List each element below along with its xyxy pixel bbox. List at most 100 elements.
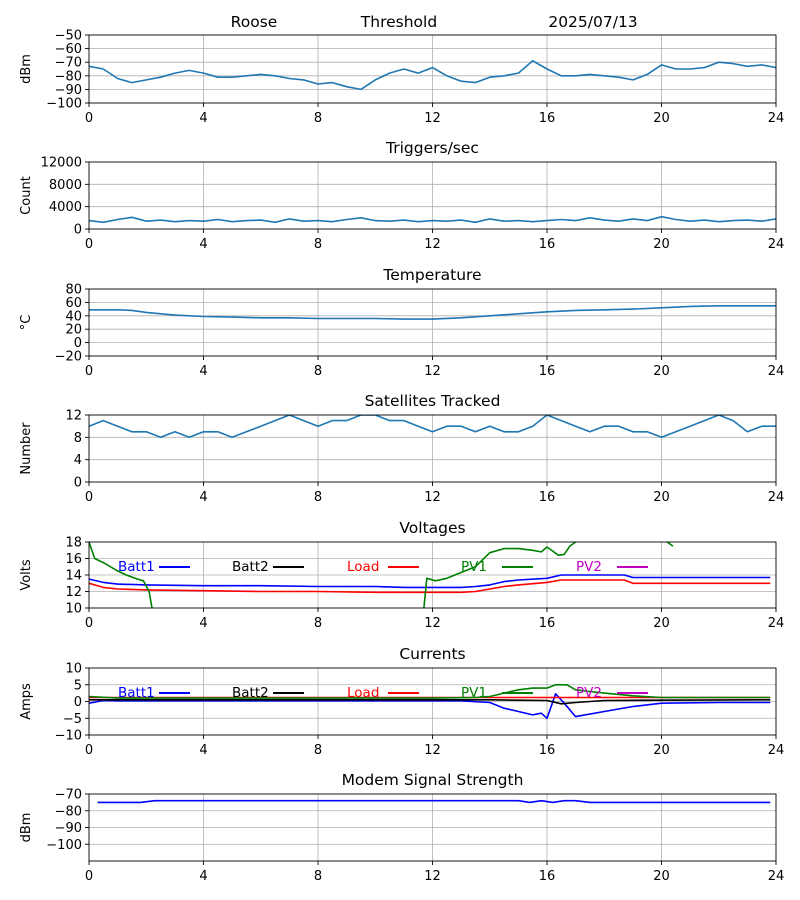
series-group	[97, 799, 771, 804]
y-tick-label: 5	[74, 678, 82, 693]
x-tick-label: 24	[768, 616, 785, 631]
series-group	[89, 542, 771, 608]
chart-title: Triggers/sec	[385, 139, 479, 157]
legend-label-pv1: PV1	[461, 559, 487, 575]
x-tick-label: 12	[424, 237, 441, 252]
x-tick-label: 4	[199, 364, 207, 379]
y-tick-label: 0	[74, 223, 82, 238]
y-tick-label: −90	[55, 821, 82, 836]
y-tick-label: 60	[65, 296, 82, 311]
y-tick-label: 0	[74, 695, 82, 710]
x-tick-label: 12	[424, 743, 441, 758]
chart-panel-2: 0 4 8 12 16 20 24 0 4000 8000 12000 Triggers/sec Cou…	[19, 139, 784, 252]
series-line	[89, 304, 776, 320]
chart-panel-4: 0 4 8 12 16 20 24 0 4 8 12 Satellites Tracked Number	[19, 392, 784, 505]
series-line-batt2	[89, 698, 771, 705]
y-axis-label: Volts	[19, 559, 34, 591]
x-tick-label: 16	[539, 616, 556, 631]
y-tick-label: 8000	[49, 178, 82, 193]
x-tick-label: 0	[85, 364, 93, 379]
x-tick-label: 4	[199, 111, 207, 126]
x-tick-label: 4	[199, 616, 207, 631]
x-tick-label: 24	[768, 237, 785, 252]
x-tick-label: 24	[768, 364, 785, 379]
series-group	[89, 215, 776, 224]
chart-title: Currents	[399, 645, 465, 663]
x-tick-label: 16	[539, 869, 556, 884]
chart-title: Temperature	[382, 266, 481, 284]
x-tick-label: 8	[314, 743, 322, 758]
x-tick-label: 24	[768, 111, 785, 126]
y-tick-label: 40	[65, 309, 82, 324]
x-tick-label: 8	[314, 869, 322, 884]
x-tick-label: 0	[85, 490, 93, 505]
x-tick-label: 0	[85, 237, 93, 252]
chart-title: Modem Signal Strength	[342, 771, 524, 789]
x-tick-label: 24	[768, 490, 785, 505]
x-tick-label: 12	[424, 111, 441, 126]
series-line	[89, 415, 776, 439]
x-tick-label: 0	[85, 616, 93, 631]
y-tick-label: −100	[46, 838, 82, 853]
x-tick-label: 8	[314, 237, 322, 252]
x-tick-label: 8	[314, 490, 322, 505]
legend-label-batt1: Batt1	[118, 559, 155, 575]
series-line-load	[89, 579, 771, 594]
series-line-pv1	[423, 542, 577, 608]
y-axis-label: dBm	[19, 813, 34, 843]
y-tick-label: 10	[65, 662, 82, 677]
series-group	[89, 59, 776, 91]
x-tick-label: 4	[199, 490, 207, 505]
legend-label-batt1: Batt1	[118, 685, 155, 701]
x-tick-label: 20	[653, 237, 670, 252]
x-tick-label: 16	[539, 364, 556, 379]
chart-title: Voltages	[399, 519, 465, 537]
y-tick-label: 12000	[41, 156, 82, 171]
x-tick-label: 8	[314, 364, 322, 379]
x-tick-label: 20	[653, 364, 670, 379]
y-tick-label: 4000	[49, 200, 82, 215]
x-tick-label: 8	[314, 111, 322, 126]
y-tick-label: −5	[63, 712, 82, 727]
y-tick-label: −100	[46, 97, 82, 112]
y-axis-label: dBm	[19, 54, 34, 84]
y-tick-label: −70	[55, 56, 82, 71]
legend-label-batt2: Batt2	[232, 559, 269, 575]
y-axis-label: °C	[19, 315, 34, 331]
x-tick-label: 16	[539, 237, 556, 252]
series-line	[97, 799, 771, 804]
series-line-batt1	[89, 692, 771, 720]
x-tick-label: 20	[653, 111, 670, 126]
y-tick-label: −70	[55, 788, 82, 803]
y-tick-label: −60	[55, 42, 82, 57]
legend-label-pv1: PV1	[461, 685, 487, 701]
x-tick-label: 0	[85, 869, 93, 884]
x-tick-label: 12	[424, 490, 441, 505]
y-tick-label: −50	[55, 29, 82, 44]
chart-panel-7: 0 4 8 12 16 20 24 −100 −90 −80−70 Modem Signal Str…	[19, 771, 784, 884]
y-axis-label: Amps	[19, 683, 34, 720]
y-tick-label: 0	[74, 476, 82, 491]
y-axis-label: Number	[19, 422, 34, 475]
y-tick-label: 12	[65, 409, 82, 424]
series-line-pv1	[666, 542, 674, 547]
y-tick-label: −20	[55, 350, 82, 365]
legend-label-pv2: PV2	[576, 685, 602, 701]
y-tick-label: 14	[65, 569, 82, 584]
x-tick-label: 20	[653, 869, 670, 884]
legend-label-load: Load	[347, 559, 379, 575]
y-tick-label: −90	[55, 83, 82, 98]
header-mode: Threshold	[360, 13, 437, 31]
x-tick-label: 20	[653, 616, 670, 631]
chart-panel-6: 0 4 8 12 16 20 24 −10 −5 0 510 Currents Amps Batt1 Bat…	[19, 645, 784, 758]
y-tick-label: 10	[65, 602, 82, 617]
y-tick-label: −10	[55, 729, 82, 744]
series-group	[89, 683, 771, 720]
header-site: Roose	[231, 13, 278, 31]
y-tick-label: 18	[65, 536, 82, 551]
legend-label-batt2: Batt2	[232, 685, 269, 701]
series-group	[89, 304, 776, 320]
y-tick-label: 0	[74, 336, 82, 351]
